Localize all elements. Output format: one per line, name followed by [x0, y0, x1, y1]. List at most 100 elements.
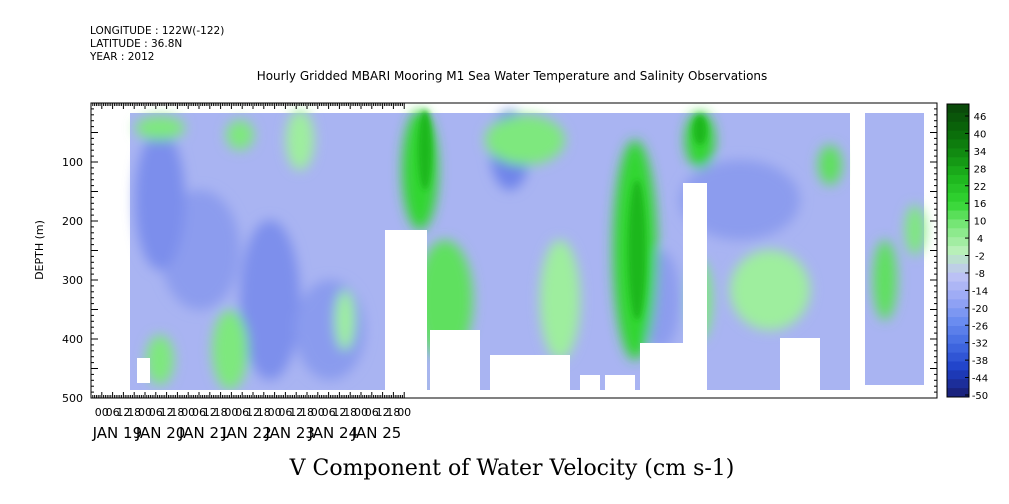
y-axis: 100 200 300 400 500: [62, 102, 937, 405]
colorbar-segment: [947, 317, 969, 327]
x-hour-label: 00: [397, 406, 411, 419]
x-hour-label: 06: [149, 406, 163, 419]
colorbar-segment: [947, 290, 969, 300]
x-hour-label: 00: [268, 406, 282, 419]
colorbar-label: 40: [974, 129, 987, 140]
green-patch: [485, 115, 565, 165]
x-day-label: JAN 22: [221, 424, 272, 442]
colorbar-segment: [947, 228, 969, 238]
colorbar-label: -14: [972, 286, 988, 297]
x-day-label: JAN 24: [308, 424, 359, 442]
green-core: [418, 110, 432, 190]
x-hour-label: 00: [224, 406, 238, 419]
x-hour-label: 18: [214, 406, 228, 419]
x-axis: 0006121800061218000612180006121800061218…: [90, 103, 411, 442]
latitude-label: LATITUDE : 36.8N: [90, 38, 182, 50]
green-patch: [226, 120, 254, 150]
colorbar-segment: [947, 361, 969, 371]
blue-patch: [680, 160, 800, 240]
missing-data-masks: [130, 103, 924, 398]
colorbar-label: 22: [974, 182, 987, 193]
y-tick-label: 100: [62, 156, 83, 169]
colorbar-segment: [947, 157, 969, 167]
missing-block: [137, 358, 150, 383]
green-patch: [818, 145, 842, 185]
x-hour-label: 06: [365, 406, 379, 419]
x-hour-label: 18: [343, 406, 357, 419]
colorbar-segment: [947, 334, 969, 345]
x-hour-label: 12: [203, 406, 217, 419]
colorbar-segment: [947, 352, 969, 362]
plot-area: [91, 103, 937, 398]
x-hour-label: 06: [278, 406, 292, 419]
missing-block: [683, 183, 707, 398]
green-patch: [335, 290, 355, 350]
colorbar-label: 4: [977, 234, 983, 245]
colorbar-label: 10: [974, 217, 987, 228]
colorbar-segment: [947, 370, 969, 380]
x-hour-label: 18: [257, 406, 271, 419]
colorbar-segment: [947, 281, 969, 291]
colorbar-label: -26: [972, 321, 988, 332]
colorbar-segment: [947, 148, 969, 158]
x-hour-label: 00: [138, 406, 152, 419]
green-core: [628, 180, 646, 320]
chart-title: Hourly Gridded MBARI Mooring M1 Sea Wate…: [257, 69, 768, 83]
x-hour-label: 00: [311, 406, 325, 419]
colorbar-segment: [947, 183, 969, 194]
colorbar-segment: [947, 246, 969, 256]
colorbar-label: -44: [972, 374, 988, 385]
blue-patch: [135, 130, 185, 270]
colorbar-segment: [947, 104, 969, 114]
x-hour-label: 00: [354, 406, 368, 419]
y-tick-label: 300: [62, 274, 83, 287]
x-hour-label: 12: [332, 406, 346, 419]
missing-block: [605, 375, 635, 398]
colorbar-label: 16: [974, 199, 987, 210]
colorbar-segment: [947, 139, 969, 149]
field-cores: [418, 110, 707, 320]
x-day-label: JAN 20: [135, 424, 186, 442]
colorbar-segment: [947, 272, 969, 283]
colorbar-label: -20: [972, 304, 988, 315]
x-hour-label: 12: [289, 406, 303, 419]
x-hour-label: 18: [300, 406, 314, 419]
colorbar-label: -8: [975, 269, 985, 280]
x-hour-label: 00: [181, 406, 195, 419]
green-patch: [730, 250, 810, 330]
y-tick-label: 500: [62, 392, 83, 405]
blue-patch: [240, 220, 300, 380]
x-hour-label: 00: [95, 406, 109, 419]
missing-block: [385, 230, 427, 398]
colorbar: 46 40 34 28 22 16 10 4 -2 -8 -14 -20 -26 -32 -38 -44 -50: [946, 103, 988, 402]
y-tick-label: 200: [62, 215, 83, 228]
colorbar-segment: [947, 121, 969, 132]
x-hour-label: 18: [386, 406, 400, 419]
x-hour-label: 06: [235, 406, 249, 419]
y-axis-label: DEPTH (m): [33, 220, 46, 280]
colorbar-segment: [947, 210, 969, 220]
missing-block: [430, 330, 480, 398]
year-label: YEAR : 2012: [89, 51, 154, 63]
green-patch: [135, 116, 185, 140]
blue-patch: [295, 280, 365, 380]
green-core: [693, 115, 707, 145]
longitude-label: LONGITUDE : 122W(-122): [90, 25, 224, 37]
x-hour-label: 12: [116, 406, 130, 419]
x-hour-label: 12: [376, 406, 390, 419]
x-hour-label: 12: [246, 406, 260, 419]
x-hour-label: 12: [160, 406, 174, 419]
colorbar-segment: [947, 192, 969, 203]
x-day-label: JAN 25: [351, 424, 402, 442]
colorbar-label: 46: [974, 112, 987, 123]
colorbar-segment: [947, 175, 969, 185]
colorbar-label: -2: [975, 252, 985, 263]
missing-bottom: [866, 385, 924, 398]
colorbar-segment: [947, 308, 969, 318]
missing-block: [490, 355, 570, 398]
colorbar-segment: [947, 130, 969, 141]
green-patch: [212, 310, 248, 390]
colorbar-label: 34: [974, 147, 987, 158]
missing-block: [580, 375, 600, 398]
colorbar-segment: [947, 254, 969, 265]
